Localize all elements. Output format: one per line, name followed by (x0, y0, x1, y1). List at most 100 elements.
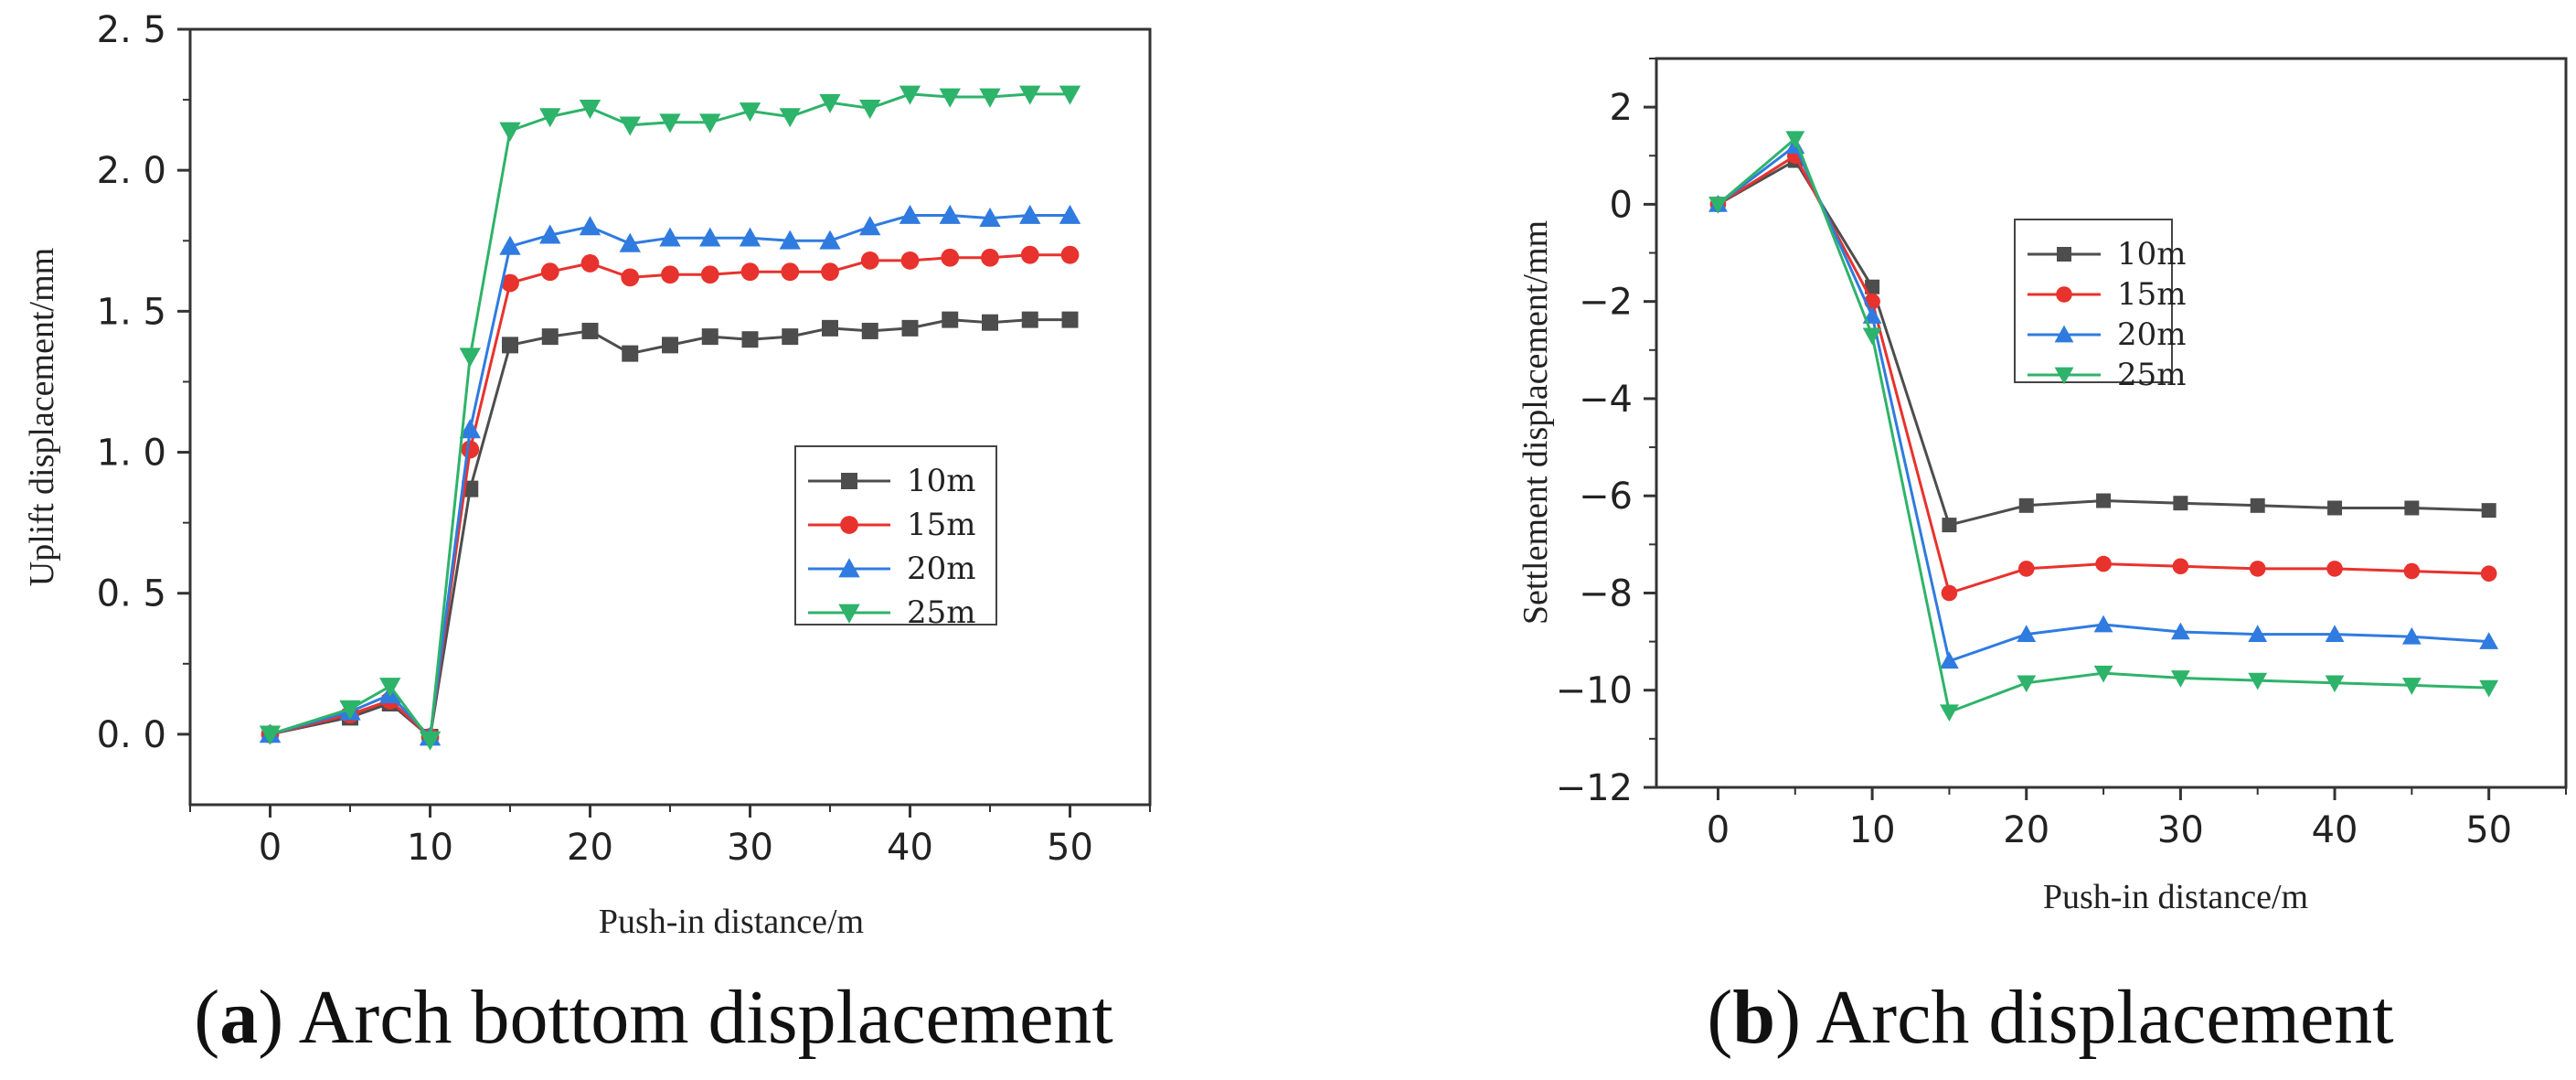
panel-b-ytick-label: −8 (1579, 572, 1633, 615)
panel-a-xtick-label: 0 (259, 827, 282, 869)
panel-a-point-20m (899, 204, 921, 224)
panel-a-point-10m (581, 322, 599, 339)
panel-a-point-25m (1019, 85, 1041, 105)
panel-a-xlabel: Push-in distance/m (599, 903, 864, 941)
panel-a-point-10m (741, 331, 759, 348)
panel-a-point-15m (900, 251, 920, 270)
panel-a-xtick-label: 30 (727, 827, 773, 869)
panel-a-point-10m (901, 319, 919, 337)
panel-b-ytick-label: −10 (1556, 670, 1633, 712)
panel-a-point-25m (1059, 85, 1081, 105)
panel-a-point-25m (699, 113, 721, 134)
panel-b-point-10m (2404, 500, 2420, 516)
panel-a-point-25m (939, 88, 961, 108)
panel-b-point-25m (1940, 704, 1959, 722)
panel-a-point-25m (619, 116, 641, 136)
panel-a-ytick-label: 1. 0 (97, 433, 166, 475)
panel-b-point-25m (2248, 672, 2268, 690)
panel-b-legend-marker-15m (2056, 286, 2072, 303)
panel-a-point-25m (579, 99, 601, 120)
panel-a-point-25m (899, 85, 921, 105)
panel-a-legend-label: 10m (907, 463, 976, 499)
panel-a-point-10m (541, 328, 559, 346)
panel-a-point-20m (939, 204, 961, 224)
panel-a-point-15m (821, 262, 839, 282)
panel-a-ytick-label: 2. 0 (97, 150, 166, 192)
panel-a-caption: (a) Arch bottom displacement (194, 975, 1112, 1060)
panel-b-frame (1655, 57, 2568, 789)
panel-b-point-10m (2096, 493, 2112, 508)
panel-a-point-15m (860, 251, 879, 270)
panel-a-point-25m (539, 108, 561, 128)
panel-a-point-25m (979, 88, 1001, 108)
panel-b-point-10m (2018, 497, 2034, 513)
panel-a-point-20m (499, 235, 521, 255)
panel-b-point-20m (2017, 625, 2037, 642)
panel-b-legend-label: 25m (2117, 357, 2187, 393)
panel-a-legend-marker-20m (838, 558, 860, 578)
panel-a-point-10m (1061, 311, 1079, 328)
panel-a-point-25m (379, 678, 401, 698)
panel-b-legend-box (2014, 219, 2173, 383)
panel-b-point-25m (2170, 670, 2190, 688)
panel-a-point-15m (1060, 245, 1080, 264)
panel-a-point-10m (502, 337, 518, 354)
panel-b-ylabel: Settlement displacement/mm (1517, 220, 1555, 625)
panel-b-point-25m (2017, 675, 2037, 693)
panel-a-point-25m (779, 108, 801, 128)
panel-b-point-10m (2173, 496, 2188, 511)
panel-a-point-15m (621, 268, 640, 287)
panel-a-point-15m (661, 265, 679, 284)
panel-a-point-20m (819, 230, 841, 250)
panel-a-caption-letter: a (219, 975, 258, 1060)
panel-b-xtick-label: 30 (2157, 809, 2204, 851)
panel-a-point-10m (1021, 311, 1038, 328)
panel-b-point-20m (2093, 615, 2113, 633)
panel-b-point-10m (2327, 500, 2343, 516)
panel-a-legend: 10m 15m 20m 25m (794, 445, 997, 631)
panel-b-legend-marker-10m (2057, 247, 2071, 262)
panel-a-point-15m (981, 248, 999, 267)
panel-b-point-20m (2325, 625, 2345, 642)
panel-b-caption-text: Arch displacement (1815, 975, 2393, 1060)
panel-b-ytick-label: 0 (1610, 184, 1633, 226)
panel-a-ytick-label: 2. 5 (97, 9, 166, 51)
panel-b-legend-label: 10m (2117, 236, 2187, 273)
panel-a-point-25m (819, 93, 841, 113)
panel-b-xlabel: Push-in distance/m (2043, 878, 2308, 916)
panel-a-caption-text: Arch bottom displacement (299, 975, 1113, 1060)
panel-a-xtick-label: 50 (1047, 827, 1093, 869)
panel-a-xtick-label: 40 (887, 827, 933, 869)
panel-b-point-15m (2249, 561, 2266, 577)
panel-b-point-15m (2326, 561, 2343, 577)
panel-b-xtick-label: 40 (2312, 809, 2358, 851)
panel-a-point-20m (979, 207, 1001, 227)
panel-a-point-25m (859, 99, 881, 120)
panel-a-point-25m (459, 348, 481, 368)
panel-b-point-20m (1940, 651, 1959, 669)
panel-b-point-25m (2325, 675, 2345, 693)
panel-a-ylabel: Uplift displacement/mm (23, 248, 61, 586)
panel-a-point-25m (339, 700, 361, 720)
panel-a-point-15m (740, 262, 760, 282)
panel-a-legend-marker-15m (840, 516, 858, 534)
panel-a-ytick-label: 0. 0 (97, 714, 166, 756)
panel-b-point-15m (2480, 565, 2497, 583)
panel-b-point-10m (1865, 279, 1880, 294)
panel-a-point-25m (659, 113, 681, 134)
panel-a-ytick-label: 0. 5 (97, 573, 166, 615)
panel-b-point-15m (2095, 555, 2112, 572)
panel-b-point-10m (2481, 503, 2496, 519)
panel-a-ytick-label: 1. 5 (97, 291, 166, 333)
panel-a-series-line-25m (270, 92, 1070, 744)
panel-a-legend-label: 20m (907, 551, 976, 587)
panel-b-point-25m (2093, 665, 2113, 683)
panel-b-caption: (b) Arch displacement (1707, 975, 2393, 1060)
panel-b-caption-letter: b (1732, 975, 1775, 1060)
panel-a-point-10m (782, 328, 799, 346)
panel-b-point-20m (2248, 625, 2268, 642)
panel-a-legend-label: 15m (907, 507, 976, 543)
panel-a-point-20m (459, 419, 481, 439)
